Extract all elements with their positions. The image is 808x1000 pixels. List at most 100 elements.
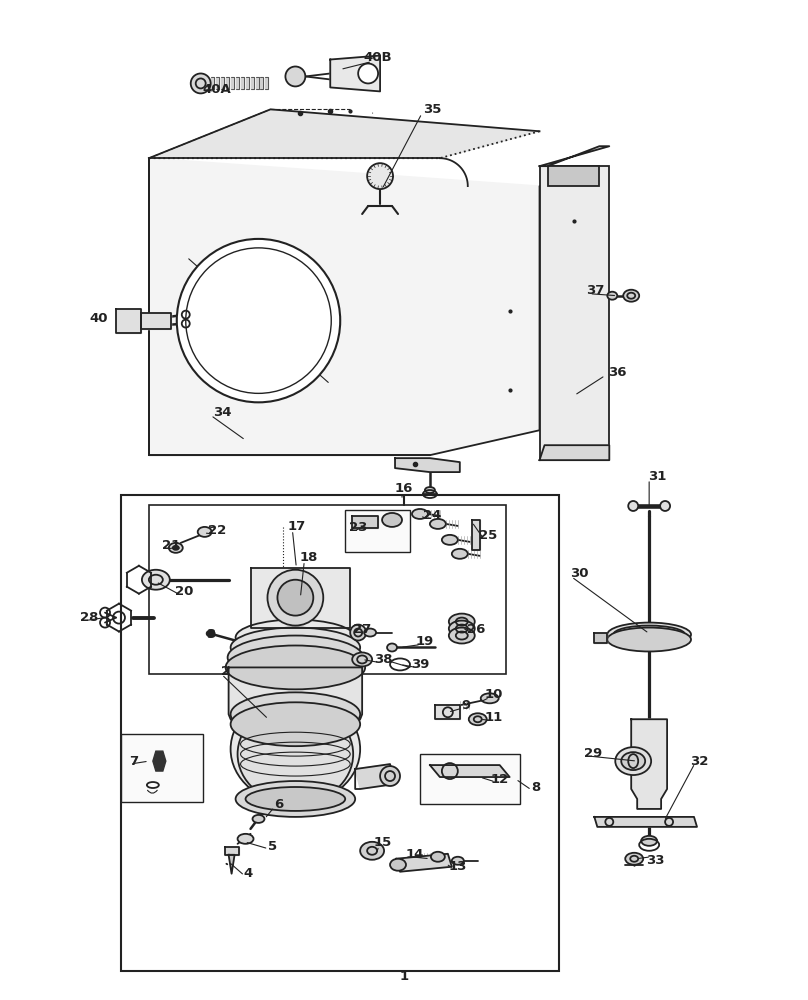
- Polygon shape: [149, 158, 540, 455]
- Text: 12: 12: [490, 773, 509, 786]
- Ellipse shape: [177, 239, 340, 402]
- Ellipse shape: [198, 527, 212, 537]
- Ellipse shape: [225, 645, 365, 689]
- Text: 40: 40: [90, 312, 108, 325]
- Polygon shape: [540, 445, 609, 460]
- Ellipse shape: [230, 692, 360, 736]
- Ellipse shape: [613, 626, 685, 644]
- Polygon shape: [330, 56, 380, 91]
- Text: 29: 29: [584, 747, 603, 760]
- Ellipse shape: [142, 570, 170, 590]
- Text: 27: 27: [353, 623, 371, 636]
- Polygon shape: [396, 854, 452, 872]
- Ellipse shape: [360, 842, 384, 860]
- Ellipse shape: [642, 836, 657, 846]
- Ellipse shape: [246, 787, 345, 811]
- Ellipse shape: [431, 852, 445, 862]
- Polygon shape: [250, 77, 254, 89]
- Text: 40A: 40A: [202, 83, 231, 96]
- Polygon shape: [435, 705, 460, 719]
- Text: 39: 39: [410, 658, 429, 671]
- Polygon shape: [255, 77, 259, 89]
- Polygon shape: [356, 764, 395, 789]
- Polygon shape: [141, 313, 170, 329]
- Text: 32: 32: [690, 755, 708, 768]
- Ellipse shape: [481, 693, 499, 703]
- Polygon shape: [250, 568, 350, 628]
- Text: 2: 2: [221, 665, 230, 678]
- Circle shape: [380, 766, 400, 786]
- Ellipse shape: [449, 628, 475, 644]
- Polygon shape: [153, 751, 166, 771]
- Circle shape: [660, 501, 670, 511]
- Text: 23: 23: [349, 521, 368, 534]
- Polygon shape: [211, 77, 213, 89]
- Ellipse shape: [621, 752, 645, 770]
- Circle shape: [191, 73, 211, 93]
- Ellipse shape: [608, 623, 691, 646]
- Bar: [540, 166, 609, 460]
- Bar: [420, 754, 520, 804]
- Polygon shape: [225, 847, 238, 855]
- Text: 6: 6: [274, 798, 283, 811]
- Text: 9: 9: [461, 699, 470, 712]
- Ellipse shape: [387, 644, 397, 651]
- Ellipse shape: [623, 290, 639, 302]
- Ellipse shape: [228, 636, 363, 679]
- Text: 37: 37: [586, 284, 604, 297]
- Polygon shape: [595, 817, 697, 827]
- Text: 3: 3: [206, 628, 215, 641]
- Ellipse shape: [367, 163, 393, 189]
- Polygon shape: [395, 458, 460, 472]
- Text: 13: 13: [448, 860, 467, 873]
- Ellipse shape: [608, 292, 617, 300]
- Text: 31: 31: [648, 470, 667, 483]
- Polygon shape: [260, 77, 263, 89]
- Text: 33: 33: [646, 854, 664, 867]
- Text: 5: 5: [268, 840, 277, 853]
- Polygon shape: [266, 77, 268, 89]
- Polygon shape: [430, 765, 510, 777]
- Ellipse shape: [412, 509, 428, 519]
- Polygon shape: [229, 855, 234, 874]
- Text: 11: 11: [485, 711, 503, 724]
- Polygon shape: [216, 77, 219, 89]
- Ellipse shape: [425, 487, 435, 493]
- Text: 28: 28: [80, 611, 99, 624]
- Text: 15: 15: [374, 836, 392, 849]
- Text: 26: 26: [466, 623, 485, 636]
- Text: 4: 4: [244, 867, 253, 880]
- Ellipse shape: [238, 834, 254, 844]
- Text: 20: 20: [175, 585, 193, 598]
- Ellipse shape: [253, 815, 264, 823]
- Ellipse shape: [230, 702, 360, 746]
- Circle shape: [285, 66, 305, 86]
- Polygon shape: [352, 516, 378, 528]
- Bar: [345, 510, 410, 552]
- Text: 24: 24: [423, 509, 441, 522]
- Ellipse shape: [236, 620, 356, 655]
- Ellipse shape: [169, 543, 183, 553]
- Ellipse shape: [449, 621, 475, 637]
- Bar: [121, 495, 559, 971]
- Bar: [121, 734, 203, 802]
- Text: 19: 19: [416, 635, 434, 648]
- Text: 25: 25: [478, 529, 497, 542]
- Ellipse shape: [207, 631, 215, 637]
- Ellipse shape: [230, 628, 360, 667]
- Text: 35: 35: [423, 103, 441, 116]
- Text: 36: 36: [608, 366, 626, 379]
- Text: 17: 17: [288, 520, 305, 533]
- Polygon shape: [229, 667, 362, 724]
- Text: 22: 22: [208, 524, 225, 537]
- Polygon shape: [241, 77, 243, 89]
- Ellipse shape: [267, 570, 323, 626]
- Ellipse shape: [390, 859, 406, 871]
- Text: 7: 7: [129, 755, 138, 768]
- Polygon shape: [595, 633, 608, 643]
- Text: 18: 18: [299, 551, 318, 564]
- Text: 16: 16: [395, 482, 413, 495]
- Ellipse shape: [352, 652, 372, 666]
- Polygon shape: [225, 77, 229, 89]
- Ellipse shape: [238, 704, 353, 804]
